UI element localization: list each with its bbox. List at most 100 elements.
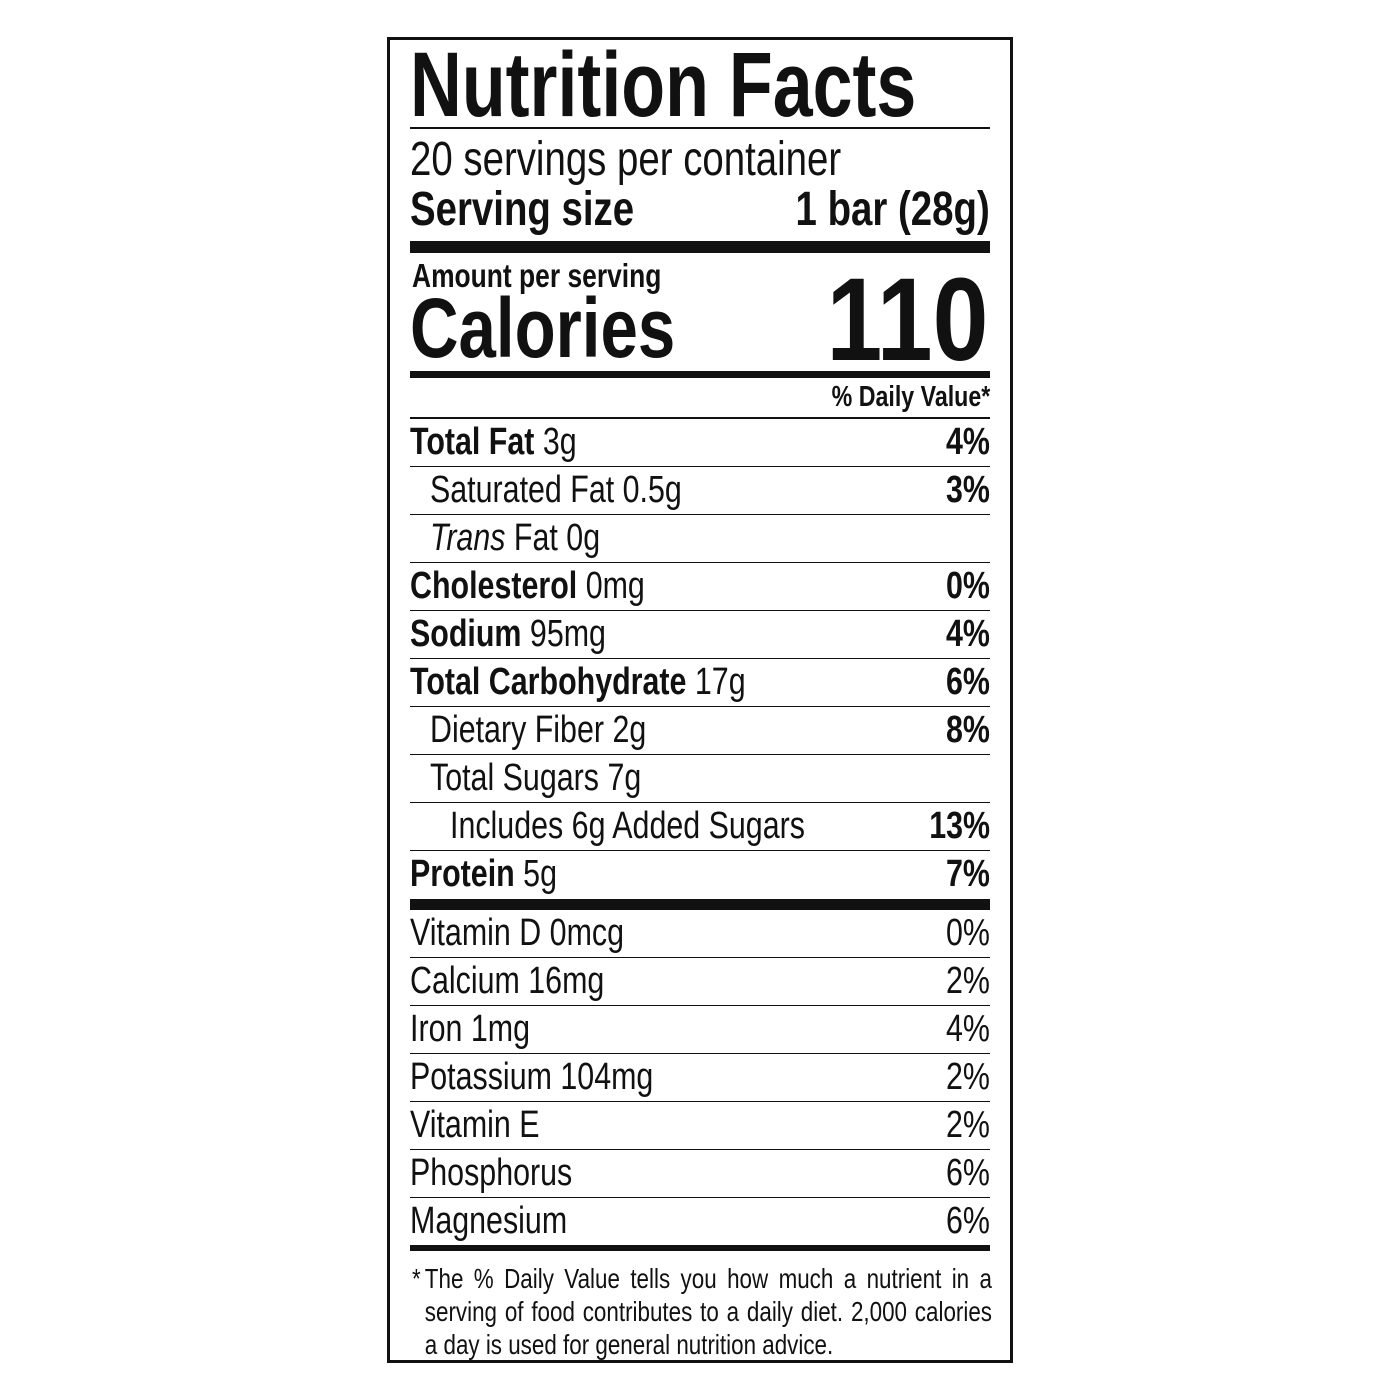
nutrient-amount: 3g bbox=[542, 421, 577, 463]
nutrient-row: Includes 6g Added Sugars 13% bbox=[410, 803, 990, 851]
daily-value: 3% bbox=[946, 469, 990, 511]
rule bbox=[410, 127, 990, 129]
nutrient-name-box: Trans Fat 0g bbox=[430, 515, 600, 562]
thick-rule bbox=[410, 899, 990, 910]
footnote-text: The % Daily Value tells you how much a n… bbox=[424, 1263, 992, 1360]
nutrient-name-box: Vitamin E bbox=[410, 1102, 540, 1149]
serving-size-box: Serving size bbox=[410, 184, 690, 236]
nutrient-name: Potassium bbox=[410, 1056, 552, 1098]
nutrient-row: Saturated Fat 0.5g 3% bbox=[410, 467, 990, 515]
nutrient-name-box: Iron 1mg bbox=[410, 1006, 530, 1053]
nutrient-row: Vitamin D 0mcg 0% bbox=[410, 910, 990, 958]
nutrient-row: Phosphorus 6% bbox=[410, 1150, 990, 1198]
nutrient-row: Potassium 104mg 2% bbox=[410, 1054, 990, 1102]
nutrient-name-box: Phosphorus bbox=[410, 1150, 572, 1197]
dv-header-box: % Daily Value* bbox=[792, 380, 990, 414]
nutrient-name: Vitamin D bbox=[410, 912, 542, 954]
nutrient-name-box: Magnesium bbox=[410, 1198, 567, 1245]
nutrient-row: Calcium 16mg 2% bbox=[410, 958, 990, 1006]
nutrient-amount: 0g bbox=[566, 517, 601, 559]
nutrient-name: Fat bbox=[513, 517, 558, 559]
nutrient-row: Trans Fat 0g bbox=[410, 515, 990, 563]
nutrient-name-box: Total Carbohydrate 17g bbox=[410, 659, 746, 706]
calories-value-box: 110 bbox=[798, 254, 988, 386]
nutrient-name-box: Saturated Fat 0.5g bbox=[430, 467, 682, 514]
nutrient-row: Magnesium 6% bbox=[410, 1198, 990, 1246]
nutrition-label: Nutrition Facts 20 servings per containe… bbox=[387, 37, 1013, 1363]
nutrient-name: Dietary Fiber bbox=[430, 709, 604, 751]
nutrient-amount: 0mcg bbox=[549, 912, 625, 954]
nutrient-row: Cholesterol 0mg 0% bbox=[410, 563, 990, 611]
nutrient-row: Vitamin E 2% bbox=[410, 1102, 990, 1150]
nutrient-amount: 5g bbox=[523, 853, 557, 895]
daily-value-header: % Daily Value* bbox=[831, 381, 990, 413]
serving-size-label: Serving size bbox=[410, 183, 635, 236]
daily-value: 6% bbox=[946, 1200, 990, 1242]
daily-value: 2% bbox=[946, 1104, 990, 1146]
nutrient-name-box: Includes 6g Added Sugars bbox=[450, 803, 805, 850]
nutrient-name: Phosphorus bbox=[410, 1152, 573, 1194]
nutrient-name: Magnesium bbox=[410, 1200, 568, 1242]
amount-box: Amount per serving bbox=[412, 258, 724, 294]
nutrient-name-box: Total Fat 3g bbox=[410, 419, 577, 466]
servings-per-container: 20 servings per container bbox=[410, 133, 842, 186]
daily-value: 4% bbox=[946, 1008, 990, 1050]
daily-value: 6% bbox=[946, 661, 990, 703]
medium-rule bbox=[410, 371, 990, 378]
footnote-marker: * bbox=[412, 1263, 421, 1294]
nutrient-amount: 2g bbox=[612, 709, 647, 751]
daily-value: 13% bbox=[929, 805, 990, 847]
nutrient-name-box: Calcium 16mg bbox=[410, 958, 604, 1005]
nutrient-row: Dietary Fiber 2g 8% bbox=[410, 707, 990, 755]
daily-value: 2% bbox=[946, 960, 990, 1002]
daily-value: 0% bbox=[946, 912, 990, 954]
servings-box: 20 servings per container bbox=[410, 134, 949, 186]
nutrient-amount: 95mg bbox=[529, 613, 606, 655]
nutrient-amount: 0.5g bbox=[622, 469, 682, 511]
nutrient-name-italic: Trans bbox=[430, 517, 506, 559]
nutrient-name: Saturated Fat bbox=[430, 469, 615, 511]
nutrient-row: Iron 1mg 4% bbox=[410, 1006, 990, 1054]
nutrient-name-box: Dietary Fiber 2g bbox=[430, 707, 646, 754]
footnote: * The % Daily Value tells you how much a … bbox=[412, 1262, 992, 1361]
nutrient-name: Total Carbohydrate bbox=[410, 661, 687, 703]
nutrient-name: Total Sugars bbox=[430, 757, 599, 799]
nutrient-name-box: Total Sugars 7g bbox=[430, 755, 641, 802]
calories-label: Calories bbox=[410, 281, 676, 375]
title-box: Nutrition Facts bbox=[410, 34, 1059, 136]
daily-value: 7% bbox=[946, 853, 990, 895]
medium-rule bbox=[410, 1246, 990, 1251]
serving-size-value-box: 1 bar (28g) bbox=[747, 184, 990, 236]
nutrient-row: Total Sugars 7g bbox=[410, 755, 990, 803]
nutrient-name: Iron bbox=[410, 1008, 463, 1050]
rule bbox=[410, 417, 990, 419]
title: Nutrition Facts bbox=[410, 34, 917, 136]
nutrient-row: Sodium 95mg 4% bbox=[410, 611, 990, 659]
daily-value: 2% bbox=[946, 1056, 990, 1098]
amount-per-serving: Amount per serving bbox=[412, 257, 662, 294]
nutrient-name-box: Potassium 104mg bbox=[410, 1054, 653, 1101]
nutrient-name: Vitamin E bbox=[410, 1104, 540, 1146]
nutrient-amount: 17g bbox=[694, 661, 746, 703]
nutrient-name-box: Sodium 95mg bbox=[410, 611, 606, 658]
nutrient-name: Includes 6g Added Sugars bbox=[450, 805, 805, 847]
nutrient-name: Calcium bbox=[410, 960, 520, 1002]
nutrient-row: Total Carbohydrate 17g 6% bbox=[410, 659, 990, 707]
nutrient-row: Protein 5g 7% bbox=[410, 851, 990, 898]
serving-size-value: 1 bar (28g) bbox=[795, 183, 990, 236]
nutrient-name-box: Protein 5g bbox=[410, 851, 557, 898]
nutrient-amount: 1mg bbox=[470, 1008, 530, 1050]
nutrient-name-box: Cholesterol 0mg bbox=[410, 563, 645, 610]
daily-value: 4% bbox=[946, 421, 990, 463]
nutrient-amount: 0mg bbox=[585, 565, 645, 607]
nutrient-name: Sodium bbox=[410, 613, 522, 655]
daily-value: 4% bbox=[946, 613, 990, 655]
nutrient-row: Total Fat 3g 4% bbox=[410, 419, 990, 467]
daily-value: 6% bbox=[946, 1152, 990, 1194]
nutrient-name-box: Vitamin D 0mcg bbox=[410, 910, 624, 957]
nutrient-name: Total Fat bbox=[410, 421, 535, 463]
nutrient-amount: 16mg bbox=[528, 960, 605, 1002]
thick-rule bbox=[410, 241, 990, 253]
calories-value: 110 bbox=[826, 254, 988, 386]
